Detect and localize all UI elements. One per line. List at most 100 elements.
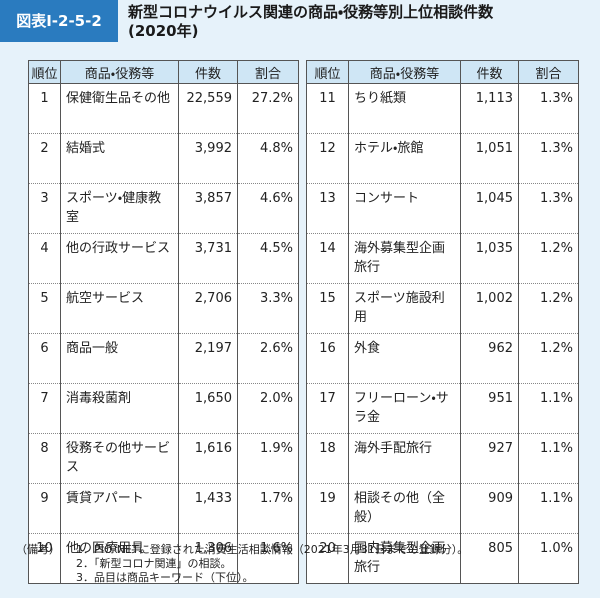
count-cell: 22,559	[178, 83, 238, 134]
count-cell: 1,035	[460, 233, 519, 284]
table-row: 7 消毒殺菌剤 1,650 2.0%	[28, 383, 299, 434]
header-row: 順位 商品・役務等 件数 割合	[306, 60, 579, 84]
item-cell: スポーツ・健康教室	[60, 183, 179, 234]
rank-cell: 6	[28, 333, 61, 384]
item-cell: ちり紙類	[348, 83, 461, 134]
rank-cell: 13	[306, 183, 349, 234]
count-cell: 1,051	[460, 133, 519, 184]
table-row: 4 他の行政サービス 3,731 4.5%	[28, 233, 299, 284]
item-cell: 商品一般	[60, 333, 179, 384]
count-cell: 927	[460, 433, 519, 484]
item-cell: 保健衛生品その他	[60, 83, 179, 134]
share-cell: 1.2%	[518, 233, 579, 284]
count-cell: 1,433	[178, 483, 238, 534]
figure-subtitle: (2020年)	[128, 22, 199, 40]
count-cell: 2,706	[178, 283, 238, 334]
rank-cell: 17	[306, 383, 349, 434]
item-cell: コンサート	[348, 183, 461, 234]
share-cell: 1.2%	[518, 333, 579, 384]
item-cell: 航空サービス	[60, 283, 179, 334]
item-cell: 他の行政サービス	[60, 233, 179, 284]
count-cell: 3,992	[178, 133, 238, 184]
table-row: 17 フリーローン・サラ金 951 1.1%	[306, 383, 579, 434]
table-row: 14 海外募集型企画旅行 1,035 1.2%	[306, 233, 579, 284]
table-row: 16 外食 962 1.2%	[306, 333, 579, 384]
share-cell: 1.3%	[518, 133, 579, 184]
share-cell: 2.0%	[237, 383, 299, 434]
share-cell: 1.9%	[237, 433, 299, 484]
item-cell: 消毒殺菌剤	[60, 383, 179, 434]
table-row: 9 賃貸アパート 1,433 1.7%	[28, 483, 299, 534]
share-cell: 1.7%	[237, 483, 299, 534]
item-cell: 相談その他（全般）	[348, 483, 461, 534]
item-cell: 他の医療用具	[60, 533, 179, 584]
table-row: 13 コンサート 1,045 1.3%	[306, 183, 579, 234]
share-cell: 1.6%	[237, 533, 299, 584]
table-row: 12 ホテル・旅館 1,051 1.3%	[306, 133, 579, 184]
table-row: 10 他の医療用具 1,306 1.6%	[28, 533, 299, 584]
header-cell: 割合	[237, 60, 299, 84]
table-row: 15 スポーツ施設利用 1,002 1.2%	[306, 283, 579, 334]
rank-cell: 7	[28, 383, 61, 434]
item-cell: 海外手配旅行	[348, 433, 461, 484]
share-cell: 2.6%	[237, 333, 299, 384]
share-cell: 1.3%	[518, 83, 579, 134]
rank-cell: 5	[28, 283, 61, 334]
table-row: 20 国内募集型企画旅行 805 1.0%	[306, 533, 579, 584]
rank-cell: 14	[306, 233, 349, 284]
share-cell: 3.3%	[237, 283, 299, 334]
share-cell: 1.1%	[518, 483, 579, 534]
count-cell: 951	[460, 383, 519, 434]
count-cell: 805	[460, 533, 519, 584]
rank-cell: 19	[306, 483, 349, 534]
count-cell: 1,650	[178, 383, 238, 434]
header-cell: 商品・役務等	[60, 60, 179, 84]
rank-cell: 11	[306, 83, 349, 134]
note-item: 1．PIO-NETに登録された消費生活相談情報（2021年3月31日までの登録分…	[76, 543, 469, 556]
table-row: 2 結婚式 3,992 4.8%	[28, 133, 299, 184]
header-cell: 件数	[460, 60, 519, 84]
share-cell: 4.5%	[237, 233, 299, 284]
count-cell: 2,197	[178, 333, 238, 384]
rank-cell: 4	[28, 233, 61, 284]
table-row: 19 相談その他（全般） 909 1.1%	[306, 483, 579, 534]
item-cell: スポーツ施設利用	[348, 283, 461, 334]
count-cell: 962	[460, 333, 519, 384]
header-cell: 順位	[306, 60, 349, 84]
header-cell: 割合	[518, 60, 579, 84]
header-row: 順位 商品・役務等 件数 割合	[28, 60, 299, 84]
ranking-table: 順位 商品・役務等 件数 割合 1 保健衛生品その他 22,559 27.2% 2 結婚式 3,99…	[28, 60, 299, 584]
share-cell: 4.8%	[237, 133, 299, 184]
ranking-table: 順位 商品・役務等 件数 割合 11 ちり紙類 1,113 1.3% 12 ホテル・旅館 1,051…	[306, 60, 579, 584]
header-cell: 順位	[28, 60, 61, 84]
notes-items: 1．PIO-NETに登録された消費生活相談情報（2021年3月31日までの登録分…	[76, 543, 596, 585]
rank-cell: 2	[28, 133, 61, 184]
count-cell: 1,113	[460, 83, 519, 134]
item-cell: フリーローン・サラ金	[348, 383, 461, 434]
table-row: 5 航空サービス 2,706 3.3%	[28, 283, 299, 334]
rank-cell: 8	[28, 433, 61, 484]
share-cell: 27.2%	[237, 83, 299, 134]
count-cell: 1,045	[460, 183, 519, 234]
share-cell: 4.6%	[237, 183, 299, 234]
table-row: 3 スポーツ・健康教室 3,857 4.6%	[28, 183, 299, 234]
share-cell: 1.1%	[518, 433, 579, 484]
note-item: 2．「新型コロナ関連」の相談。	[76, 557, 232, 570]
rank-cell: 18	[306, 433, 349, 484]
item-cell: 賃貸アパート	[60, 483, 179, 534]
rank-cell: 9	[28, 483, 61, 534]
item-cell: 結婚式	[60, 133, 179, 184]
figure-title-block: 新型コロナウイルス関連の商品・役務等別上位相談件数 (2020年)	[128, 3, 493, 41]
note-item: 3．品目は商品キーワード（下位）。	[76, 571, 254, 584]
item-cell: 海外募集型企画旅行	[348, 233, 461, 284]
figure-title: 新型コロナウイルス関連の商品・役務等別上位相談件数	[128, 3, 494, 21]
item-cell: ホテル・旅館	[348, 133, 461, 184]
count-cell: 3,857	[178, 183, 238, 234]
item-cell: 役務その他サービス	[60, 433, 179, 484]
header-cell: 件数	[178, 60, 238, 84]
count-cell: 1,002	[460, 283, 519, 334]
share-cell: 1.0%	[518, 533, 579, 584]
item-cell: 外食	[348, 333, 461, 384]
share-cell: 1.3%	[518, 183, 579, 234]
table-row: 18 海外手配旅行 927 1.1%	[306, 433, 579, 484]
